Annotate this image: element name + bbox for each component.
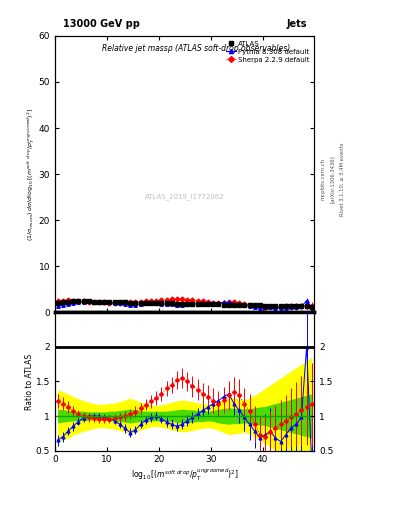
Y-axis label: $(1/\sigma_{resum})\ d\sigma/d\log_{10}[(m^{soft\ drop}/p_T^{ungroomed})^2]$: $(1/\sigma_{resum})\ d\sigma/d\log_{10}[…: [26, 108, 37, 241]
Text: Rivet 3.1.10; ≥ 3.4M events: Rivet 3.1.10; ≥ 3.4M events: [340, 142, 345, 216]
Y-axis label: Ratio to ATLAS: Ratio to ATLAS: [26, 353, 35, 410]
Text: 13000 GeV pp: 13000 GeV pp: [63, 19, 140, 29]
Text: [arXiv:1306.3436]: [arXiv:1306.3436]: [330, 155, 335, 203]
Text: Relative jet massρ (ATLAS soft-drop observables): Relative jet massρ (ATLAS soft-drop obse…: [102, 44, 290, 53]
X-axis label: $\log_{10}[(m^{soft\ drop}/p_T^{ungroomed})^2]$: $\log_{10}[(m^{soft\ drop}/p_T^{ungroome…: [131, 467, 239, 483]
Legend: ATLAS, Pythia 8.308 default, Sherpa 2.2.9 default: ATLAS, Pythia 8.308 default, Sherpa 2.2.…: [224, 39, 311, 65]
Text: ATLAS_2019_I1772062: ATLAS_2019_I1772062: [145, 193, 224, 200]
Text: mcplots.cern.ch: mcplots.cern.ch: [320, 158, 325, 200]
Text: Jets: Jets: [286, 19, 307, 29]
